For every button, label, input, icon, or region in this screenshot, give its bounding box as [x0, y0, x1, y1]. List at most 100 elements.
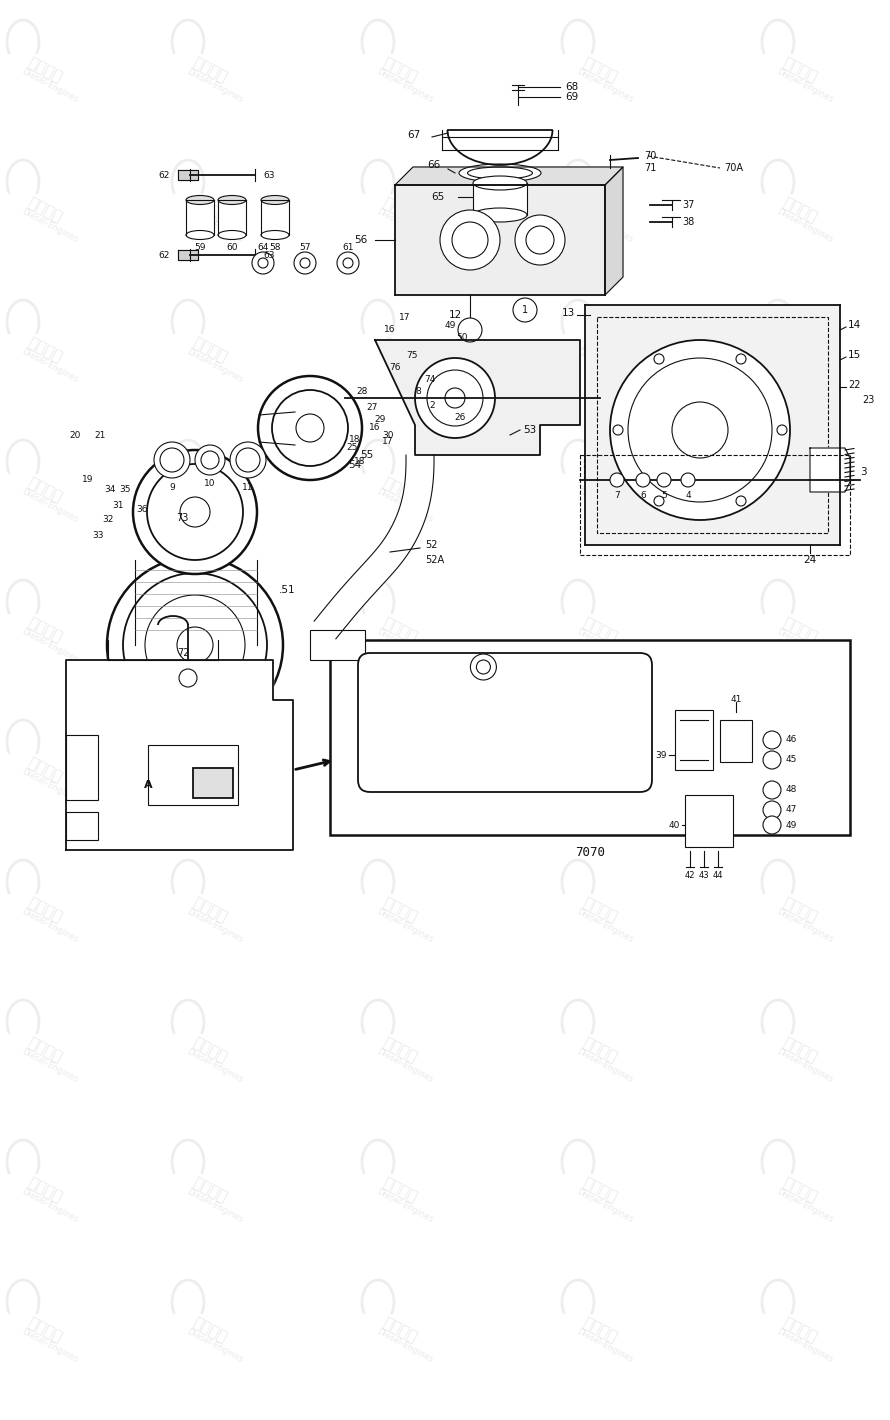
- Text: 6: 6: [640, 490, 646, 500]
- Text: Diesel-Engines: Diesel-Engines: [775, 628, 835, 665]
- Text: Diesel-Engines: Diesel-Engines: [376, 1187, 434, 1224]
- Text: Diesel-Engines: Diesel-Engines: [376, 767, 434, 805]
- Text: 41: 41: [731, 696, 741, 704]
- Text: 57: 57: [299, 243, 311, 253]
- Text: 47: 47: [786, 805, 797, 815]
- Text: 紫发动力: 紫发动力: [26, 474, 65, 506]
- Circle shape: [258, 376, 362, 480]
- Text: 63: 63: [263, 170, 274, 179]
- Ellipse shape: [473, 207, 527, 222]
- Text: 49: 49: [444, 321, 456, 329]
- Text: Diesel-Engines: Diesel-Engines: [775, 767, 835, 805]
- Polygon shape: [186, 200, 214, 234]
- Text: 36: 36: [136, 506, 148, 514]
- Text: 紫发动力: 紫发动力: [190, 474, 230, 506]
- Text: 48: 48: [786, 785, 797, 795]
- Text: 紫发动力: 紫发动力: [781, 55, 820, 85]
- Text: Diesel-Engines: Diesel-Engines: [20, 1328, 80, 1365]
- Circle shape: [177, 628, 213, 663]
- Text: 17: 17: [382, 437, 393, 446]
- Text: Diesel-Engines: Diesel-Engines: [185, 907, 245, 944]
- Text: 72: 72: [177, 648, 190, 657]
- Circle shape: [458, 318, 482, 342]
- Text: 16: 16: [384, 325, 396, 335]
- Circle shape: [179, 669, 197, 687]
- Text: 24: 24: [804, 555, 817, 565]
- Text: Diesel-Engines: Diesel-Engines: [376, 348, 434, 385]
- Text: 紫发动力: 紫发动力: [380, 1035, 419, 1065]
- Text: 紫发动力: 紫发动力: [580, 1174, 619, 1206]
- Polygon shape: [395, 185, 605, 295]
- Text: 紫发动力: 紫发动力: [190, 55, 230, 85]
- Bar: [330, 640, 850, 835]
- Bar: [473, 183, 527, 214]
- Text: 紫发动力: 紫发动力: [380, 895, 419, 926]
- Circle shape: [763, 731, 781, 748]
- Text: 17: 17: [400, 314, 411, 322]
- Circle shape: [440, 210, 500, 270]
- Text: Diesel-Engines: Diesel-Engines: [185, 487, 245, 524]
- Text: 紫发动力: 紫发动力: [580, 755, 619, 785]
- Text: 紫发动力: 紫发动力: [26, 335, 65, 365]
- Text: 紫发动力: 紫发动力: [380, 1315, 419, 1345]
- Text: 紫发动力: 紫发动力: [580, 335, 619, 365]
- Text: 29: 29: [375, 416, 385, 425]
- Circle shape: [133, 450, 257, 574]
- Polygon shape: [810, 447, 850, 491]
- Text: 紫发动力: 紫发动力: [26, 615, 65, 645]
- Circle shape: [513, 298, 537, 322]
- Text: 27: 27: [367, 402, 377, 412]
- Text: 13: 13: [562, 308, 575, 318]
- Bar: [597, 317, 828, 532]
- Text: 紫发动力: 紫发动力: [190, 195, 230, 226]
- Text: 70: 70: [644, 151, 657, 160]
- Text: 紫发动力: 紫发动力: [781, 895, 820, 926]
- Text: Diesel-Engines: Diesel-Engines: [575, 907, 635, 944]
- Text: Diesel-Engines: Diesel-Engines: [20, 1048, 80, 1085]
- Text: 紫发动力: 紫发动力: [580, 195, 619, 226]
- Text: 46: 46: [786, 736, 797, 744]
- Circle shape: [763, 751, 781, 770]
- Text: 紫发动力: 紫发动力: [380, 335, 419, 365]
- Text: 31: 31: [112, 500, 124, 510]
- Text: 43: 43: [699, 870, 709, 879]
- Text: 38: 38: [682, 217, 694, 227]
- Text: 紫发动力: 紫发动力: [190, 895, 230, 926]
- Circle shape: [763, 801, 781, 819]
- Text: 70A: 70A: [724, 163, 743, 173]
- Text: Diesel-Engines: Diesel-Engines: [185, 67, 245, 105]
- Bar: [675, 710, 713, 770]
- Bar: [685, 795, 733, 846]
- Text: 75: 75: [406, 351, 417, 359]
- Circle shape: [736, 354, 746, 364]
- Text: 20: 20: [69, 430, 81, 440]
- Bar: [193, 768, 233, 798]
- Text: 39: 39: [656, 751, 667, 760]
- Text: 30: 30: [382, 430, 393, 440]
- Bar: [720, 720, 752, 763]
- Text: 紫发动力: 紫发动力: [580, 615, 619, 645]
- Polygon shape: [314, 454, 434, 639]
- Text: 53: 53: [523, 425, 537, 435]
- Text: Diesel-Engines: Diesel-Engines: [376, 487, 434, 524]
- Text: Diesel-Engines: Diesel-Engines: [575, 1048, 635, 1085]
- Text: 66: 66: [426, 160, 440, 170]
- Text: 12: 12: [449, 310, 462, 320]
- Polygon shape: [605, 168, 623, 295]
- Polygon shape: [66, 660, 293, 851]
- Text: 紫发动力: 紫发动力: [190, 755, 230, 785]
- Text: Diesel-Engines: Diesel-Engines: [775, 1328, 835, 1365]
- Circle shape: [610, 339, 790, 520]
- Ellipse shape: [186, 196, 214, 204]
- Circle shape: [415, 358, 495, 437]
- Text: 52A: 52A: [425, 555, 444, 565]
- Text: 紫发动力: 紫发动力: [781, 1174, 820, 1206]
- Text: 紫发动力: 紫发动力: [190, 615, 230, 645]
- Text: 紫发动力: 紫发动力: [26, 1174, 65, 1206]
- Bar: [580, 454, 850, 555]
- Text: 紫发动力: 紫发动力: [781, 474, 820, 506]
- Text: 61: 61: [343, 243, 353, 253]
- Text: 14: 14: [848, 320, 862, 329]
- Text: 紫发动力: 紫发动力: [781, 615, 820, 645]
- Circle shape: [654, 354, 664, 364]
